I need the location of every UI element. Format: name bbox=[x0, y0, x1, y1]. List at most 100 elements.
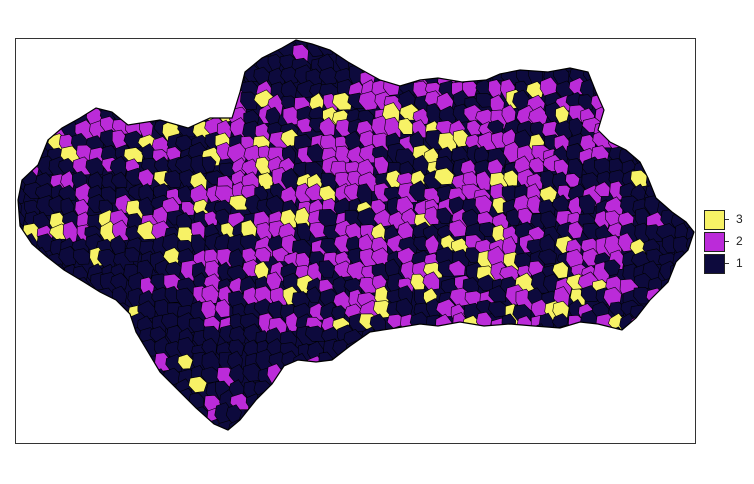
municipality bbox=[228, 194, 250, 211]
municipality bbox=[124, 363, 140, 384]
municipality bbox=[491, 338, 506, 357]
municipality bbox=[349, 417, 370, 430]
municipality bbox=[62, 40, 78, 50]
municipality bbox=[72, 40, 92, 49]
municipality bbox=[505, 435, 523, 450]
municipality bbox=[111, 171, 128, 189]
municipality bbox=[528, 44, 548, 66]
municipality bbox=[594, 421, 610, 430]
municipality bbox=[60, 83, 77, 99]
municipality bbox=[477, 388, 495, 410]
municipality bbox=[632, 336, 652, 357]
municipality bbox=[685, 302, 694, 319]
municipality bbox=[451, 328, 468, 349]
municipality bbox=[609, 367, 627, 387]
municipality bbox=[124, 50, 141, 71]
municipality bbox=[164, 41, 182, 64]
municipality bbox=[58, 277, 75, 295]
municipality bbox=[434, 418, 456, 430]
municipality bbox=[318, 260, 336, 279]
municipality bbox=[257, 420, 275, 430]
municipality bbox=[123, 130, 144, 150]
municipality bbox=[58, 184, 77, 202]
municipality bbox=[622, 43, 642, 59]
municipality bbox=[32, 339, 53, 362]
legend-item: 2 bbox=[704, 232, 750, 252]
municipality bbox=[422, 40, 439, 59]
municipality bbox=[660, 432, 675, 450]
municipality bbox=[202, 40, 223, 56]
municipality bbox=[307, 392, 326, 414]
municipality bbox=[578, 325, 594, 345]
municipality bbox=[452, 432, 467, 451]
municipality bbox=[464, 433, 481, 454]
municipality bbox=[620, 40, 637, 48]
municipality bbox=[73, 391, 94, 409]
municipality bbox=[109, 429, 127, 430]
municipality bbox=[412, 55, 429, 74]
municipality bbox=[422, 271, 440, 291]
municipality bbox=[18, 328, 25, 349]
municipality bbox=[141, 40, 158, 60]
municipality bbox=[307, 406, 327, 425]
municipality bbox=[308, 383, 328, 398]
municipality bbox=[671, 182, 690, 201]
municipality bbox=[44, 79, 64, 100]
municipality bbox=[660, 82, 676, 103]
municipality bbox=[46, 40, 67, 47]
municipality bbox=[360, 419, 378, 430]
municipality bbox=[18, 287, 24, 309]
municipality bbox=[410, 376, 428, 392]
municipality bbox=[18, 420, 35, 430]
municipality bbox=[385, 431, 400, 450]
municipality bbox=[36, 415, 52, 430]
municipality bbox=[532, 338, 549, 354]
municipality bbox=[556, 395, 576, 417]
municipality bbox=[460, 405, 480, 428]
municipality bbox=[24, 93, 40, 110]
municipality bbox=[320, 433, 335, 449]
municipality bbox=[163, 433, 179, 453]
municipality bbox=[48, 66, 70, 88]
municipality bbox=[268, 421, 286, 430]
municipality bbox=[72, 248, 91, 265]
municipality bbox=[657, 40, 677, 58]
municipality bbox=[24, 364, 43, 385]
municipality bbox=[111, 219, 129, 243]
municipality bbox=[618, 326, 636, 350]
municipality bbox=[515, 40, 531, 44]
municipality bbox=[648, 351, 665, 369]
municipality bbox=[126, 68, 148, 89]
municipality bbox=[656, 158, 679, 178]
municipality bbox=[633, 122, 653, 142]
municipality bbox=[60, 341, 77, 361]
municipality bbox=[475, 56, 493, 77]
municipality bbox=[684, 435, 701, 453]
municipality bbox=[685, 264, 694, 287]
municipality bbox=[591, 350, 612, 369]
municipality bbox=[619, 340, 641, 357]
municipality bbox=[387, 52, 405, 75]
municipality bbox=[660, 402, 681, 418]
municipality bbox=[295, 376, 313, 398]
municipality bbox=[686, 68, 694, 88]
municipality bbox=[658, 145, 679, 169]
municipality bbox=[228, 339, 245, 358]
municipality bbox=[544, 404, 560, 429]
municipality bbox=[374, 155, 390, 175]
municipality bbox=[645, 40, 665, 49]
municipality bbox=[505, 40, 526, 48]
municipality bbox=[22, 403, 42, 424]
municipality bbox=[335, 391, 354, 413]
municipality bbox=[166, 56, 185, 78]
municipality bbox=[175, 40, 191, 49]
municipality bbox=[578, 194, 597, 215]
municipality bbox=[18, 78, 30, 96]
municipality bbox=[22, 249, 43, 272]
municipality bbox=[699, 65, 717, 85]
municipality bbox=[701, 182, 715, 200]
municipality bbox=[37, 53, 58, 78]
municipality bbox=[539, 391, 558, 416]
municipality bbox=[631, 383, 649, 402]
